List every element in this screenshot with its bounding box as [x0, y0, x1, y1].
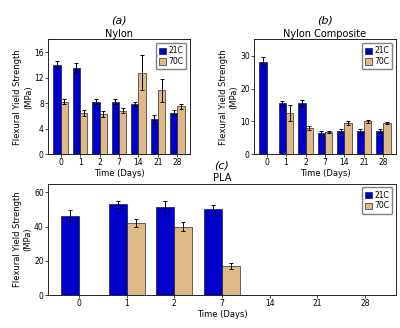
X-axis label: Time (Days): Time (Days): [300, 169, 350, 178]
Bar: [174, 227, 192, 295]
Text: (c): (c): [214, 160, 230, 170]
Bar: [356, 131, 364, 154]
X-axis label: Time (Days): Time (Days): [94, 169, 144, 178]
Bar: [119, 111, 126, 154]
Y-axis label: Flexural Yield Strength
(MPa): Flexural Yield Strength (MPa): [14, 49, 33, 145]
Bar: [364, 121, 371, 154]
Bar: [306, 128, 313, 154]
Bar: [318, 133, 325, 154]
Bar: [222, 266, 240, 295]
Bar: [325, 132, 332, 154]
Bar: [92, 102, 100, 154]
Bar: [204, 209, 222, 295]
Bar: [170, 113, 177, 154]
Bar: [80, 113, 88, 154]
Bar: [344, 123, 352, 154]
X-axis label: Time (Days): Time (Days): [197, 310, 247, 319]
Title: Nylon: Nylon: [105, 29, 133, 39]
Bar: [138, 72, 146, 154]
Bar: [150, 119, 158, 154]
Bar: [156, 207, 174, 295]
Bar: [279, 103, 286, 154]
Bar: [112, 102, 119, 154]
Bar: [286, 113, 294, 154]
Bar: [383, 123, 391, 154]
Bar: [177, 106, 185, 154]
Bar: [108, 204, 127, 295]
Bar: [259, 62, 267, 154]
Bar: [100, 114, 107, 154]
Legend: 21C, 70C: 21C, 70C: [156, 43, 186, 69]
Y-axis label: Flexural Yield Strength
(MPa): Flexural Yield Strength (MPa): [219, 49, 239, 145]
Bar: [53, 65, 61, 154]
Bar: [131, 104, 138, 154]
Text: (a): (a): [111, 16, 127, 26]
Y-axis label: Flexural Yield Strength
(MPa): Flexural Yield Strength (MPa): [13, 192, 33, 287]
Bar: [73, 68, 80, 154]
Title: PLA: PLA: [213, 173, 231, 183]
Bar: [61, 216, 79, 295]
Legend: 21C, 70C: 21C, 70C: [362, 188, 392, 214]
Text: (b): (b): [317, 16, 333, 26]
Bar: [337, 131, 344, 154]
Bar: [61, 102, 68, 154]
Bar: [298, 103, 306, 154]
Bar: [127, 223, 145, 295]
Legend: 21C, 70C: 21C, 70C: [362, 43, 392, 69]
Title: Nylon Composite: Nylon Composite: [284, 29, 366, 39]
Bar: [158, 91, 165, 154]
Bar: [376, 131, 383, 154]
